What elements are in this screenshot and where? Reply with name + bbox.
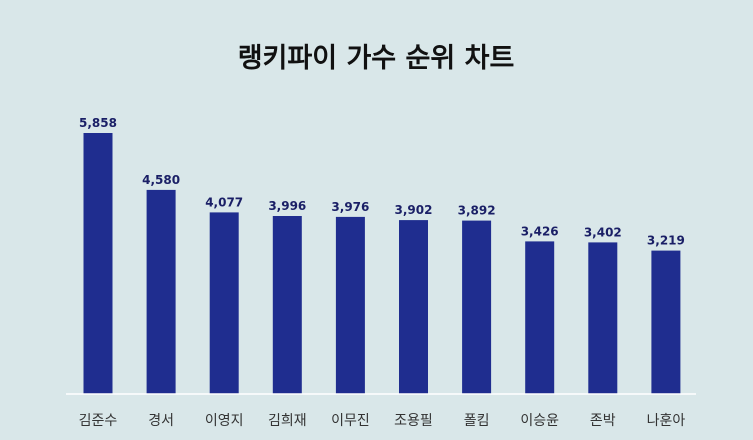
value-label: 3,976 <box>331 200 369 214</box>
bar-1 <box>83 133 113 394</box>
value-label: 5,858 <box>79 116 117 130</box>
bar-10 <box>651 250 681 394</box>
value-label: 3,902 <box>395 203 433 217</box>
category-labels-group: 김준수 경서 이영지 김희재 이무진 조용필 폴킴 이승윤 존박 나훈아 <box>79 413 686 429</box>
bar-8 <box>525 241 555 394</box>
category-label: 폴킴 <box>464 413 490 429</box>
chart-title: 랭키파이 가수 순위 차트 <box>238 43 515 74</box>
value-label: 3,426 <box>521 224 559 238</box>
bars-group <box>83 133 681 394</box>
bar-7 <box>462 220 492 394</box>
category-label: 김준수 <box>79 413 118 429</box>
category-label: 김희재 <box>268 413 307 429</box>
value-label: 4,077 <box>205 195 243 209</box>
value-label: 3,402 <box>584 225 622 239</box>
category-label: 이영지 <box>205 413 244 429</box>
bar-3 <box>209 212 239 394</box>
bar-2 <box>146 189 176 394</box>
category-label: 존박 <box>590 413 616 429</box>
value-label: 3,892 <box>458 204 496 218</box>
value-label: 3,996 <box>268 199 306 213</box>
bar-4 <box>272 216 302 394</box>
category-label: 조용필 <box>394 413 433 429</box>
value-label: 3,219 <box>647 234 685 248</box>
category-label: 이무진 <box>331 413 370 429</box>
bar-6 <box>399 220 428 394</box>
bar-9 <box>588 242 618 394</box>
bar-5 <box>335 216 365 394</box>
category-label: 경서 <box>148 413 174 429</box>
category-label: 이승윤 <box>520 413 559 429</box>
value-label: 4,580 <box>142 173 180 187</box>
category-label: 나훈아 <box>647 413 686 429</box>
value-labels-group: 5,858 4,580 4,077 3,996 3,976 3,902 3,892 3,426… <box>79 116 685 248</box>
